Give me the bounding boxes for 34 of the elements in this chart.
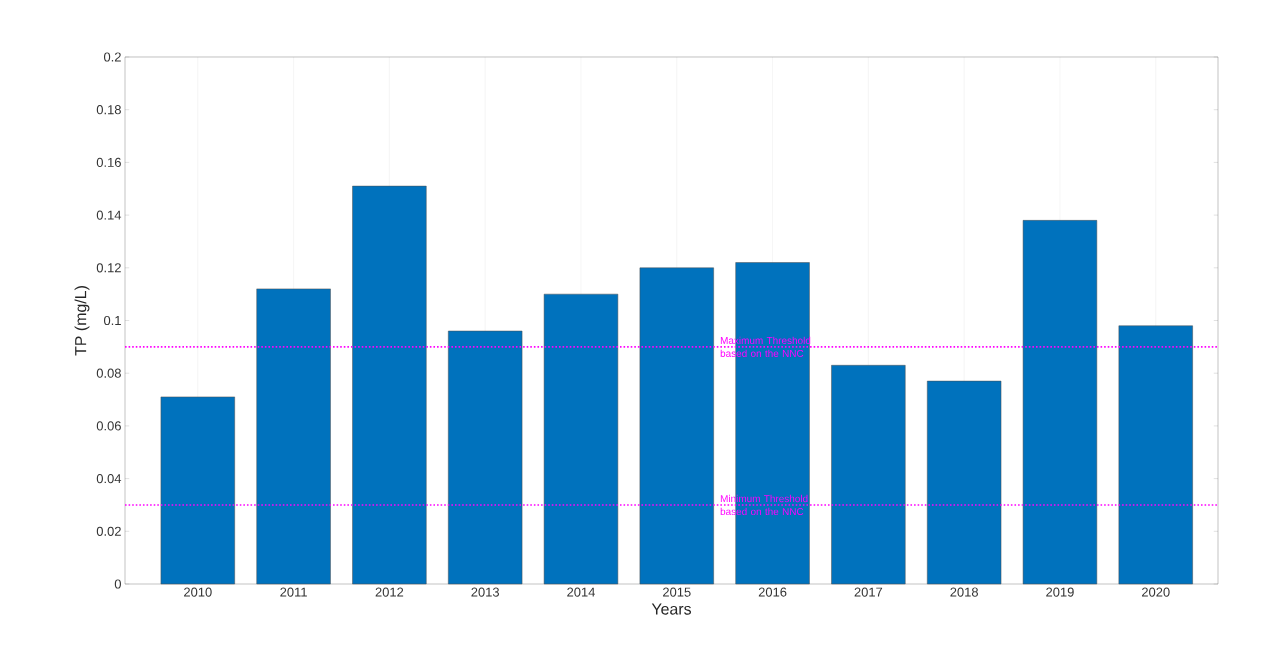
y-tick-label: 0 — [114, 579, 121, 589]
bar — [1022, 220, 1098, 585]
x-tick-label: 2012 — [375, 587, 404, 597]
y-tick-label: 0.14 — [96, 210, 122, 220]
y-tick-label: 0.02 — [96, 526, 121, 536]
x-tick-label: 2013 — [471, 587, 500, 597]
x-tick-label: 2011 — [280, 587, 307, 597]
x-tick-label: 2020 — [1141, 587, 1170, 597]
bar — [831, 365, 906, 585]
x-tick-label: 2018 — [950, 587, 978, 597]
bar — [448, 330, 523, 585]
y-tick-label: 0.12 — [96, 263, 121, 273]
y-tick-label: 0.1 — [103, 315, 121, 326]
bar — [352, 185, 427, 585]
x-tick-label: 2015 — [663, 587, 691, 597]
y-tick-label: 0.06 — [96, 421, 121, 431]
bar — [927, 380, 1002, 585]
y-tick-label: 0.16 — [96, 157, 121, 167]
bar — [256, 288, 331, 585]
y-tick-label: 0.18 — [96, 105, 121, 115]
y-tick-label: 0.08 — [96, 368, 121, 378]
x-tick-label: 2017 — [854, 587, 883, 597]
x-tick-label: 2010 — [184, 587, 212, 597]
bar — [160, 396, 235, 585]
x-tick-label: 2014 — [567, 587, 595, 597]
x-axis-title: Years — [651, 603, 692, 615]
y-tick-label: 0.04 — [96, 474, 122, 484]
x-tick-label: 2019 — [1046, 587, 1074, 597]
bar — [543, 293, 619, 585]
y-tick-label: 0.2 — [103, 52, 121, 62]
y-axis-title: TP (mg/L) — [74, 286, 90, 356]
bar — [1118, 325, 1193, 585]
x-tick-label: 2016 — [758, 587, 787, 597]
bar — [639, 267, 714, 585]
